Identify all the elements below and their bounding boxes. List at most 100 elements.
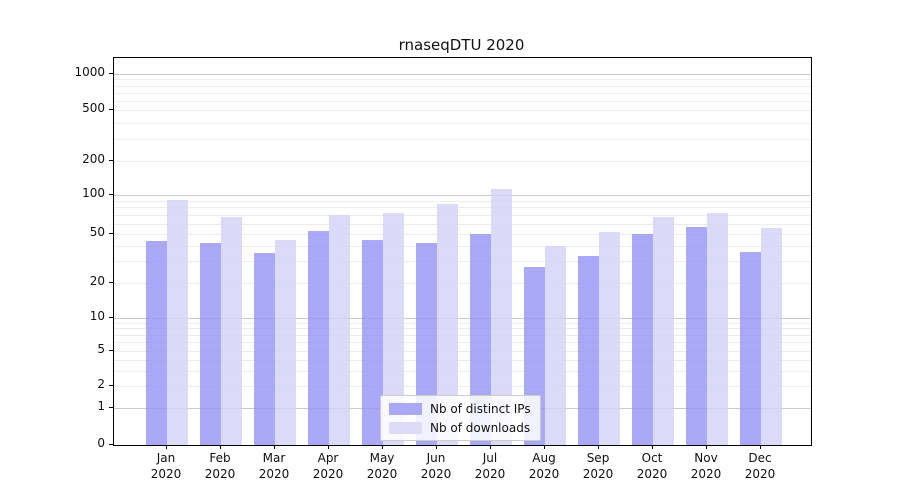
- major-gridline: [114, 317, 811, 319]
- y-tick-mark: [109, 385, 113, 386]
- x-tick-year: 2020: [258, 467, 290, 481]
- y-tick-mark: [109, 316, 113, 318]
- y-tick-mark: [109, 233, 113, 234]
- y-tick-mark: [109, 281, 113, 283]
- y-tick-mark: [109, 160, 113, 161]
- minor-gridline: [114, 234, 811, 235]
- y-tick-label: 200: [82, 152, 105, 166]
- bar-distinct-ips: [254, 253, 275, 445]
- minor-gridline: [114, 138, 811, 140]
- x-tick-mark: [166, 445, 167, 449]
- x-tick-mark: [544, 445, 545, 449]
- legend-swatch-downloads: [389, 421, 422, 434]
- minor-gridline: [114, 79, 811, 81]
- y-tick-mark: [109, 406, 113, 408]
- y-tick-label: 1000: [74, 64, 105, 79]
- y-tick-label: 10: [89, 308, 105, 323]
- bar-distinct-ips: [416, 243, 437, 445]
- y-tick-label: 0: [97, 436, 105, 450]
- x-tick-mark: [652, 445, 653, 449]
- x-tick-label: Jul 2020: [460, 450, 520, 482]
- minor-gridline: [114, 370, 811, 372]
- bar-distinct-ips: [362, 239, 383, 445]
- minor-gridline: [114, 328, 811, 330]
- x-tick-year: 2020: [366, 467, 398, 481]
- minor-gridline: [114, 85, 811, 87]
- y-tick-label: 5: [97, 342, 105, 356]
- x-tick-label: Jun 2020: [406, 450, 466, 482]
- y-tick-label: 50: [89, 225, 105, 239]
- minor-gridline: [114, 359, 811, 361]
- x-tick-year: 2020: [420, 467, 452, 481]
- x-tick-label: Dec 2020: [730, 450, 790, 482]
- x-tick-label: Sep 2020: [568, 450, 628, 482]
- minor-gridline: [114, 100, 811, 102]
- x-tick-label: Nov 2020: [676, 450, 736, 482]
- x-tick-mark: [490, 445, 491, 449]
- bar-distinct-ips: [146, 240, 167, 445]
- y-tick-mark: [109, 109, 113, 111]
- bar-distinct-ips: [470, 234, 491, 445]
- y-tick-mark: [109, 350, 113, 351]
- x-tick-mark: [274, 445, 275, 449]
- x-tick-label: Feb 2020: [190, 450, 250, 482]
- bar-distinct-ips: [308, 230, 329, 445]
- x-tick-label: Mar 2020: [244, 450, 304, 482]
- y-tick-label: 20: [89, 273, 105, 288]
- y-tick-label: 1: [97, 398, 105, 413]
- bar-downloads: [167, 199, 188, 445]
- bar-distinct-ips: [578, 256, 599, 445]
- minor-gridline: [114, 322, 811, 324]
- minor-gridline: [114, 110, 811, 112]
- minor-gridline: [114, 122, 811, 124]
- minor-gridline: [114, 386, 811, 387]
- bar-downloads: [761, 227, 782, 445]
- legend-item-downloads: Nb of downloads: [389, 420, 531, 435]
- x-tick-label: Oct 2020: [622, 450, 682, 482]
- x-tick-label: Jan 2020: [136, 450, 196, 482]
- x-tick-label: Aug 2020: [514, 450, 574, 482]
- chart-title: rnaseqDTU 2020: [398, 36, 525, 54]
- plot-area: [113, 57, 812, 446]
- minor-gridline: [114, 342, 811, 344]
- y-tick-mark: [109, 444, 113, 445]
- x-tick-year: 2020: [474, 467, 506, 481]
- x-tick-year: 2020: [312, 467, 344, 481]
- x-tick-mark: [328, 445, 329, 449]
- bar-downloads: [491, 189, 512, 445]
- major-gridline: [114, 73, 811, 75]
- bar-downloads: [383, 213, 404, 445]
- bar-downloads: [221, 217, 242, 445]
- minor-gridline: [114, 214, 811, 216]
- bar-downloads: [545, 245, 566, 445]
- x-tick-mark: [706, 445, 707, 449]
- minor-gridline: [114, 200, 811, 202]
- minor-gridline: [114, 161, 811, 162]
- bar-downloads: [437, 204, 458, 445]
- y-tick-label: 500: [82, 101, 105, 116]
- x-tick-mark: [760, 445, 761, 449]
- minor-gridline: [114, 351, 811, 352]
- x-tick-label: May 2020: [352, 450, 412, 482]
- x-tick-year: 2020: [582, 467, 614, 481]
- bar-downloads: [329, 214, 350, 445]
- x-tick-year: 2020: [744, 467, 776, 481]
- minor-gridline: [114, 207, 811, 209]
- x-tick-label: Apr 2020: [298, 450, 358, 482]
- minor-gridline: [114, 282, 811, 284]
- minor-gridline: [114, 92, 811, 94]
- minor-gridline: [114, 223, 811, 225]
- minor-gridline: [114, 245, 811, 247]
- minor-gridline: [114, 261, 811, 263]
- x-tick-year: 2020: [204, 467, 236, 481]
- bar-distinct-ips: [632, 234, 653, 445]
- bar-downloads: [653, 216, 674, 445]
- x-tick-mark: [598, 445, 599, 449]
- x-tick-mark: [382, 445, 383, 449]
- bar-distinct-ips: [686, 226, 707, 445]
- major-gridline: [114, 194, 811, 196]
- y-tick-label: 2: [97, 377, 105, 391]
- y-tick-label: 100: [82, 185, 105, 200]
- x-tick-year: 2020: [150, 467, 182, 481]
